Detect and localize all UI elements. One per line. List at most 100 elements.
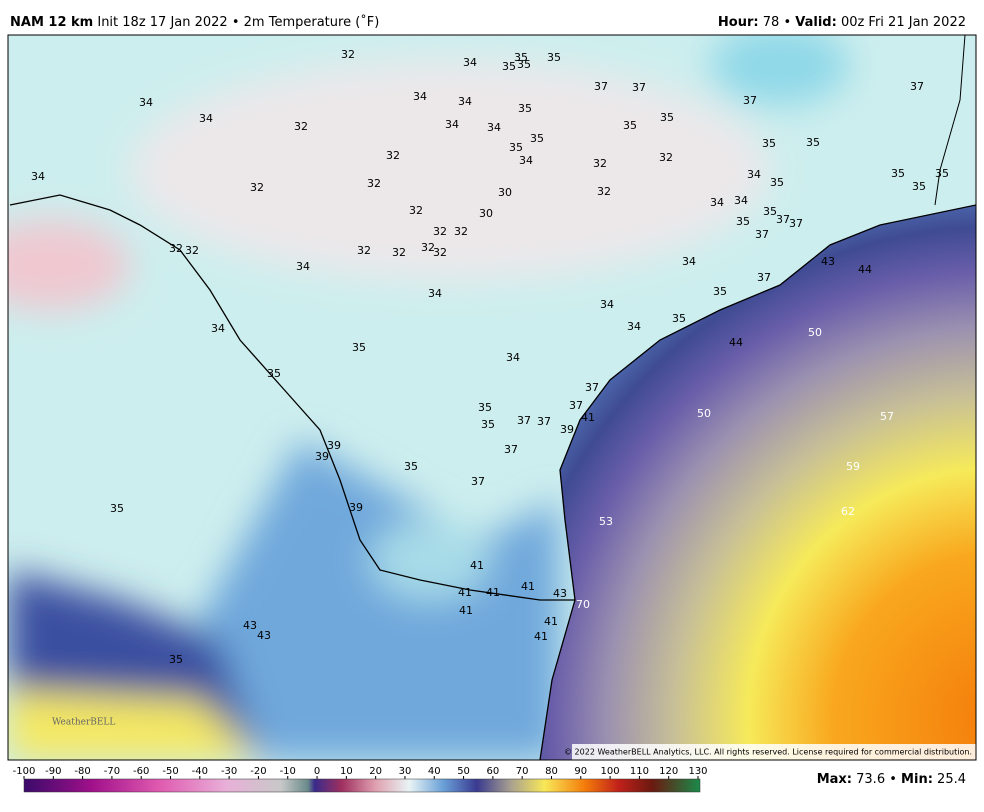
station-value: 41 xyxy=(521,580,535,593)
colorbar-tick-label: 10 xyxy=(340,766,353,777)
station-value: 37 xyxy=(504,443,518,456)
station-value: 70 xyxy=(576,598,590,611)
station-value: 32 xyxy=(357,244,371,257)
station-value: 35 xyxy=(891,167,905,180)
station-value: 32 xyxy=(597,185,611,198)
station-value: 34 xyxy=(211,322,225,335)
colorbar-tick-label: 130 xyxy=(688,766,707,777)
station-value: 35 xyxy=(660,111,674,124)
station-value: 35 xyxy=(267,367,281,380)
stats: Max: 73.6 • Min: 25.4 xyxy=(817,772,966,787)
station-value: 35 xyxy=(110,502,124,515)
station-value: 32 xyxy=(294,120,308,133)
colorbar-tick-label: -60 xyxy=(133,766,149,777)
station-value: 39 xyxy=(349,501,363,514)
station-value: 44 xyxy=(729,336,743,349)
station-value: 37 xyxy=(569,399,583,412)
station-value: 37 xyxy=(585,381,599,394)
station-value: 41 xyxy=(486,586,500,599)
station-value: 41 xyxy=(459,604,473,617)
station-value: 35 xyxy=(547,51,561,64)
station-value: 35 xyxy=(478,401,492,414)
colorbar-tick-label: 110 xyxy=(630,766,649,777)
station-value: 35 xyxy=(763,205,777,218)
station-value: 43 xyxy=(553,587,567,600)
colorbar-tick-label: 0 xyxy=(314,766,320,777)
station-value: 35 xyxy=(517,58,531,71)
station-value: 35 xyxy=(623,119,637,132)
station-value: 43 xyxy=(243,619,257,632)
header-left: NAM 12 km Init 18z 17 Jan 2022 • 2m Temp… xyxy=(10,14,379,30)
station-value: 39 xyxy=(327,439,341,452)
max: 73.6 xyxy=(856,772,885,787)
station-value: 35 xyxy=(736,215,750,228)
colorbar-tick-label: 120 xyxy=(659,766,678,777)
station-value: 34 xyxy=(487,121,501,134)
station-value: 37 xyxy=(776,213,790,226)
station-value: 35 xyxy=(530,132,544,145)
station-value: 37 xyxy=(910,80,924,93)
colorbar-tick-label: 30 xyxy=(399,766,412,777)
station-value: 35 xyxy=(935,167,949,180)
copyright: © 2022 WeatherBELL Analytics, LLC. All r… xyxy=(564,748,972,757)
min: 25.4 xyxy=(937,772,966,787)
station-value: 32 xyxy=(409,204,423,217)
station-value: 50 xyxy=(697,407,711,420)
colorbar-tick-label: 100 xyxy=(601,766,620,777)
station-value: 34 xyxy=(734,194,748,207)
colorbar-tick-label: -80 xyxy=(74,766,90,777)
station-value: 37 xyxy=(594,80,608,93)
colorbar-tick-label: -10 xyxy=(280,766,296,777)
station-value: 32 xyxy=(250,181,264,194)
station-value: 35 xyxy=(762,137,776,150)
separator: • xyxy=(783,15,791,30)
station-value: 53 xyxy=(599,515,613,528)
station-value: 30 xyxy=(479,207,493,220)
colorbar-tick-label: -90 xyxy=(45,766,61,777)
station-value: 35 xyxy=(404,460,418,473)
station-value: 41 xyxy=(458,586,472,599)
station-value: 35 xyxy=(514,51,528,64)
station-value: 34 xyxy=(458,95,472,108)
station-value: 34 xyxy=(519,154,533,167)
station-value: 32 xyxy=(433,225,447,238)
station-value: 37 xyxy=(757,271,771,284)
colorbar-tick-label: -40 xyxy=(192,766,208,777)
station-value: 34 xyxy=(710,196,724,209)
station-value: 62 xyxy=(841,505,855,518)
colorbar-tick-label: -30 xyxy=(221,766,237,777)
station-value: 35 xyxy=(502,60,516,73)
station-value: 34 xyxy=(682,255,696,268)
station-value: 32 xyxy=(169,242,183,255)
colorbar-tick-label: 90 xyxy=(574,766,587,777)
station-value: 34 xyxy=(31,170,45,183)
station-value: 34 xyxy=(296,260,310,273)
station-value: 59 xyxy=(846,460,860,473)
min-label: Min: xyxy=(901,772,933,787)
station-value: 37 xyxy=(789,217,803,230)
colorbar-tick-label: 60 xyxy=(487,766,500,777)
station-value: 32 xyxy=(454,225,468,238)
colorbar-ticks: -100 -90 -80 -70 -60 -50 -40 -30 -20 -10 0 10 20 30 40… xyxy=(13,766,708,779)
station-value: 35 xyxy=(481,418,495,431)
station-value: 41 xyxy=(470,559,484,572)
station-value: 30 xyxy=(498,186,512,199)
colorbar-tick-label: 20 xyxy=(369,766,382,777)
valid-label: Valid: xyxy=(795,15,837,30)
max-label: Max: xyxy=(817,772,852,787)
station-value: 34 xyxy=(428,287,442,300)
colorbar-tick-label: 70 xyxy=(516,766,529,777)
station-value: 35 xyxy=(912,180,926,193)
station-value: 41 xyxy=(534,630,548,643)
station-value: 35 xyxy=(770,176,784,189)
station-value: 35 xyxy=(518,102,532,115)
station-value: 44 xyxy=(858,263,872,276)
station-value: 34 xyxy=(463,56,477,69)
station-value: 41 xyxy=(581,411,595,424)
hour-label: Hour: xyxy=(718,15,759,30)
field: 2m Temperature (˚F) xyxy=(244,14,380,30)
station-value: 37 xyxy=(632,81,646,94)
station-value: 39 xyxy=(315,450,329,463)
